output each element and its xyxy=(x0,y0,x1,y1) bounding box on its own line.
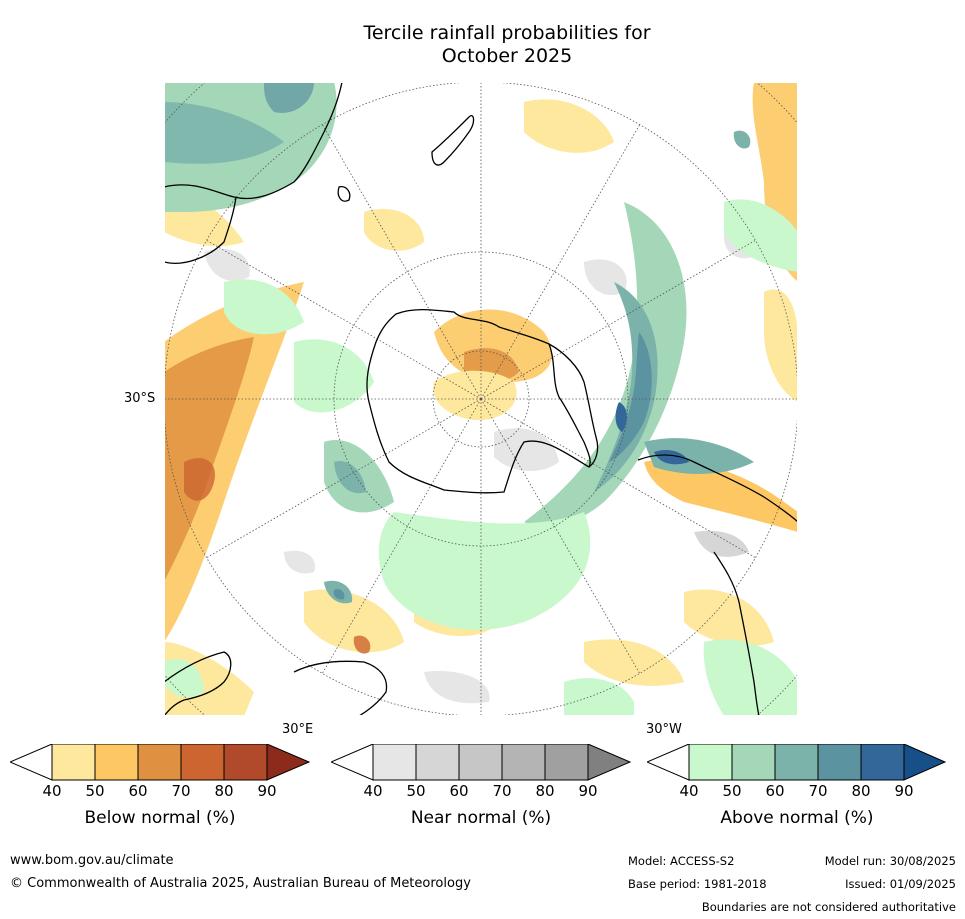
title-line-1: Tercile rainfall probabilities for xyxy=(363,22,651,44)
footer-url[interactable]: www.bom.gov.au/climate xyxy=(10,853,174,868)
south-america-east-coast xyxy=(713,551,760,716)
tick: 60 xyxy=(765,782,785,800)
near-normal-areas xyxy=(204,231,754,704)
footer-copyright: © Commonwealth of Australia 2025, Austra… xyxy=(10,876,471,891)
model-run-date: Model run: 30/08/2025 xyxy=(824,854,956,868)
south-america-coast xyxy=(637,454,798,523)
tick: 80 xyxy=(535,782,555,800)
tick: 90 xyxy=(257,782,277,800)
tasmania-coast xyxy=(337,186,351,202)
model-name: Model: ACCESS-S2 xyxy=(628,854,735,868)
africa-coast xyxy=(164,651,232,716)
tick: 60 xyxy=(449,782,469,800)
boundary-disclaimer: Boundaries are not considered authoritat… xyxy=(701,900,956,914)
issued-date: Issued: 01/09/2025 xyxy=(845,877,956,891)
colorbar-near-title: Near normal (%) xyxy=(410,808,552,828)
tick: 50 xyxy=(85,782,105,800)
title-line-2: October 2025 xyxy=(441,45,573,67)
tick: 70 xyxy=(492,782,512,800)
africa-south-coast xyxy=(293,660,388,716)
graticule xyxy=(164,82,798,716)
colorbar-below-normal: 40 50 60 70 80 90 Below normal (%) xyxy=(10,744,310,834)
tick: 70 xyxy=(808,782,828,800)
tick: 40 xyxy=(679,782,699,800)
new-zealand-coast xyxy=(431,115,475,166)
australia-coast xyxy=(164,82,343,200)
latitude-label-30s: 30°S xyxy=(124,391,156,406)
polar-map xyxy=(164,82,798,716)
antarctic-peninsula-coast xyxy=(548,343,599,468)
tick: 50 xyxy=(406,782,426,800)
colorbar-near-normal: 40 50 60 70 80 90 Near normal (%) xyxy=(331,744,631,834)
longitude-label-30w: 30°W xyxy=(646,722,682,737)
below-normal-areas xyxy=(164,82,798,716)
australia-west-coast xyxy=(164,196,237,264)
tick: 80 xyxy=(214,782,234,800)
colorbar-near-swatches xyxy=(331,744,631,781)
colorbar-above-title: Above normal (%) xyxy=(720,808,874,828)
colorbar-above-swatches xyxy=(647,744,947,781)
tick: 80 xyxy=(851,782,871,800)
colorbar-below-title: Below normal (%) xyxy=(84,808,236,828)
colorbar-above-normal: 40 50 60 70 80 90 Above normal (%) xyxy=(647,744,947,834)
longitude-label-30e: 30°E xyxy=(282,722,314,737)
tick: 90 xyxy=(578,782,598,800)
tick: 40 xyxy=(42,782,62,800)
above-normal-areas xyxy=(164,82,798,716)
map-title: Tercile rainfall probabilities for Octob… xyxy=(0,22,965,68)
antarctica-coast xyxy=(366,308,591,494)
coastlines xyxy=(164,82,798,716)
base-period: Base period: 1981-2018 xyxy=(628,877,767,891)
tick: 40 xyxy=(363,782,383,800)
tick: 60 xyxy=(128,782,148,800)
tick: 50 xyxy=(722,782,742,800)
tick: 70 xyxy=(171,782,191,800)
colorbar-below-swatches xyxy=(10,744,310,781)
tick: 90 xyxy=(894,782,914,800)
